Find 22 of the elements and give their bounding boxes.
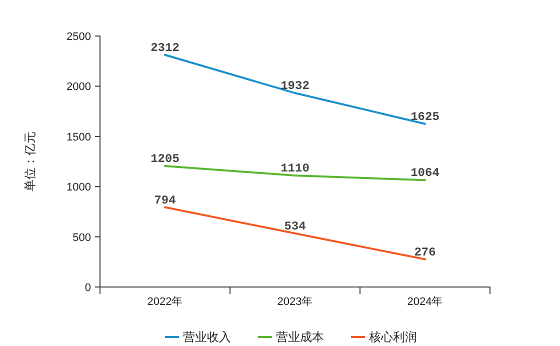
data-label: 1932: [280, 79, 310, 94]
data-label: 276: [414, 245, 436, 260]
y-tick-label: 1500: [66, 131, 91, 144]
x-tick-label: 2022年: [147, 296, 183, 308]
y-tick-label: 1000: [66, 182, 91, 194]
legend-label: 营业收入: [183, 330, 231, 344]
data-label: 1110: [280, 162, 310, 176]
data-label: 534: [284, 219, 306, 234]
y-tick-label: 0: [84, 282, 91, 294]
legend-label: 核心利润: [368, 330, 417, 344]
data-label: 794: [154, 193, 176, 208]
y-tick-label: 2000: [66, 81, 91, 94]
data-label: 2312: [150, 40, 180, 55]
y-tick-label: 500: [72, 232, 91, 244]
y-axis-title: 单位：亿元: [23, 132, 37, 192]
data-label: 1625: [410, 110, 440, 124]
data-label: 1064: [410, 166, 440, 180]
x-tick-label: 2023年: [277, 296, 313, 308]
data-label: 1205: [150, 152, 180, 166]
y-tick-label: 2500: [66, 31, 91, 43]
x-tick-label: 2024年: [407, 296, 443, 308]
legend-label: 营业成本: [276, 330, 324, 344]
